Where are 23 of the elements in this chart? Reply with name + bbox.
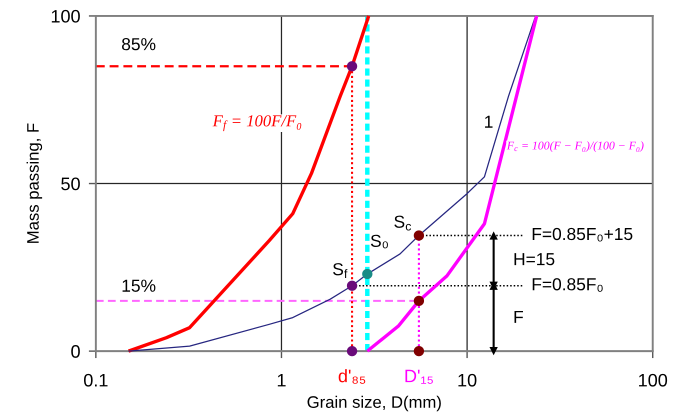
series-label: d'₈₅ [338, 369, 366, 384]
annotation: F=0.85F₀ [532, 278, 603, 292]
series-label: H=15 [514, 253, 554, 266]
y-tick-label: 0 [71, 345, 80, 358]
series-label: F [514, 310, 523, 323]
x-axis-title: Grain size, D(mm) [308, 396, 441, 412]
annotation: 15% [122, 280, 156, 292]
annotation: 1 [485, 116, 493, 128]
annotation: S$_{c}$ [394, 216, 412, 231]
annotation: S₀ [370, 234, 388, 248]
annotation: S$_{f}$ [333, 263, 348, 278]
series-label: F$_{c}$ = 100(F − F₀)/(100 − F₀) [506, 141, 644, 152]
x-tick-label: 0.1 [84, 374, 108, 387]
x-tick-label: 1 [278, 374, 286, 386]
x-tick-label: 100 [639, 374, 668, 387]
y-tick-label: 100 [52, 10, 80, 23]
series-label: D'₁₅ [405, 370, 433, 384]
y-axis-title: Mass passing, F [26, 124, 42, 243]
y-tick-label: 50 [61, 177, 80, 190]
annotation: 85% [122, 38, 156, 50]
x-tick-label: 10 [458, 374, 476, 387]
series-label: F$_{f}$ = 100F/F₀ [212, 115, 302, 132]
annotation: F=0.85F₀+15 [532, 228, 632, 242]
